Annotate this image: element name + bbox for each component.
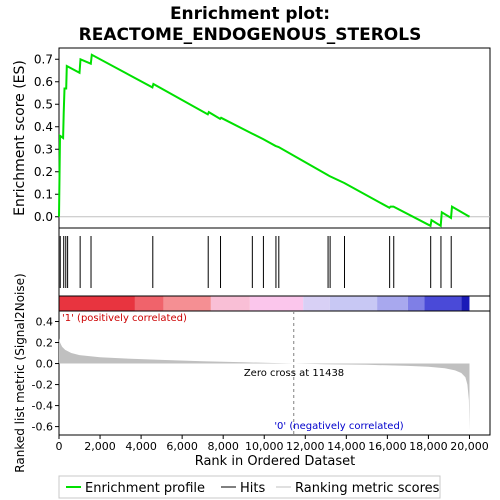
colorbar-band bbox=[303, 296, 330, 311]
zero-cross-label: Zero cross at 11438 bbox=[244, 368, 344, 379]
hits-markers bbox=[59, 236, 452, 288]
x-axis-label: Rank in Ordered Dataset bbox=[195, 454, 356, 469]
x-tick-label: 20,000 bbox=[450, 440, 489, 453]
rank-y-tick-label: 0.2 bbox=[36, 337, 54, 350]
x-tick-label: 14,000 bbox=[327, 440, 366, 453]
enrichment-profile-line bbox=[58, 53, 471, 228]
colorbar-band bbox=[249, 296, 304, 311]
colorbar-band bbox=[377, 296, 408, 311]
rank-metric-panel: -0.6 -0.4 -0.2 0.0 0.2 0.4 '1' (positively co… bbox=[13, 273, 491, 473]
es-y-tick-label: 0.6 bbox=[34, 75, 53, 89]
rank-colorbar bbox=[58, 295, 491, 312]
legend-profile-label: Enrichment profile bbox=[85, 481, 205, 496]
legend-frame bbox=[58, 475, 441, 499]
colorbar-band bbox=[461, 296, 470, 311]
es-y-tick-label: 0.3 bbox=[34, 142, 53, 156]
colorbar-band bbox=[163, 296, 211, 311]
legend-hits-label: Hits bbox=[240, 481, 265, 496]
es-y-tick-label: 0.5 bbox=[34, 97, 53, 111]
negative-correlation-label: '0' (negatively correlated) bbox=[274, 421, 403, 432]
hits-panel bbox=[58, 227, 491, 297]
es-y-tick-label: 0.7 bbox=[34, 52, 53, 66]
positive-correlation-label: '1' (positively correlated) bbox=[62, 313, 187, 324]
colorbar-band bbox=[407, 296, 425, 311]
rank-y-tick-label: -0.4 bbox=[32, 400, 53, 413]
colorbar-band bbox=[210, 296, 250, 311]
x-tick-label: 8,000 bbox=[207, 440, 239, 453]
chart-title-line1: Enrichment plot: bbox=[170, 4, 330, 24]
x-tick-label: 6,000 bbox=[166, 440, 198, 453]
es-panel: 0.0 0.1 0.2 0.3 0.4 0.5 0.6 0.7 Enrichment scor… bbox=[12, 47, 491, 229]
colorbar-band bbox=[329, 296, 378, 311]
colorbar-band bbox=[424, 296, 462, 311]
hits-panel-frame bbox=[58, 227, 491, 297]
es-y-axis-label: Enrichment score (ES) bbox=[12, 60, 28, 216]
es-y-tick-label: 0.0 bbox=[34, 210, 53, 224]
rank-y-axis: -0.6 -0.4 -0.2 0.0 0.2 0.4 bbox=[32, 316, 59, 434]
x-tick-label: 12,000 bbox=[286, 440, 325, 453]
x-tick-label: 4,000 bbox=[125, 440, 157, 453]
colorbar-band bbox=[134, 296, 164, 311]
ranking-metric-area bbox=[59, 338, 470, 431]
x-tick-label: 18,000 bbox=[409, 440, 448, 453]
legend: Enrichment profile Hits Ranking metric s… bbox=[58, 475, 441, 499]
rank-panel-frame bbox=[58, 310, 491, 436]
es-y-tick-label: 0.4 bbox=[34, 120, 53, 134]
rank-y-tick-label: 0.4 bbox=[36, 316, 54, 329]
rank-y-tick-label: 0.0 bbox=[36, 358, 54, 371]
legend-metric-label: Ranking metric scores bbox=[295, 481, 440, 496]
rank-y-tick-label: -0.6 bbox=[32, 421, 53, 434]
x-tick-label: 2,000 bbox=[84, 440, 116, 453]
es-y-axis: 0.0 0.1 0.2 0.3 0.4 0.5 0.6 0.7 bbox=[34, 52, 59, 224]
x-axis: 0 2,000 4,000 6,000 8,000 10,000 12,000 14,000 1… bbox=[56, 435, 489, 453]
es-y-tick-label: 0.1 bbox=[34, 187, 53, 201]
rank-y-axis-label: Ranked list metric (Signal2Noise) bbox=[13, 273, 27, 472]
x-tick-label: 16,000 bbox=[368, 440, 407, 453]
rank-y-tick-label: -0.2 bbox=[32, 379, 53, 392]
es-y-tick-label: 0.2 bbox=[34, 165, 53, 179]
chart-title-line2: REACTOME_ENDOGENOUS_STEROLS bbox=[79, 25, 422, 45]
colorbar-band bbox=[59, 296, 135, 311]
es-panel-frame bbox=[58, 47, 491, 229]
x-tick-label: 0 bbox=[56, 440, 63, 453]
x-tick-label: 10,000 bbox=[245, 440, 284, 453]
